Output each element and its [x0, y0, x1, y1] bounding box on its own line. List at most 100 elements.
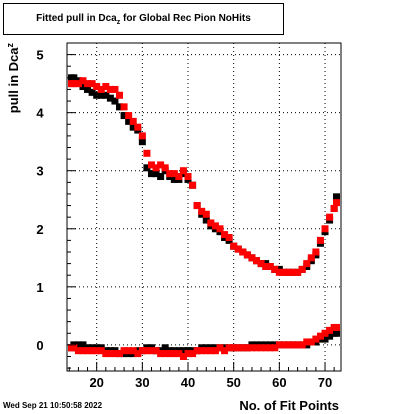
red-marker	[157, 350, 165, 358]
red-marker	[225, 344, 233, 352]
red-marker	[97, 347, 105, 355]
x-tick-label: 40	[181, 375, 195, 390]
black-marker	[179, 347, 187, 355]
red-marker	[93, 347, 101, 355]
red-marker	[198, 207, 206, 215]
black-marker	[120, 112, 128, 120]
red-marker	[253, 344, 261, 352]
red-marker	[93, 83, 101, 91]
red-marker	[184, 173, 192, 181]
red-marker	[262, 344, 270, 352]
red-marker	[175, 350, 183, 358]
black-marker	[333, 329, 340, 337]
red-marker	[225, 233, 233, 241]
black-marker	[202, 216, 210, 224]
red-marker	[170, 170, 178, 178]
red-marker	[193, 202, 201, 210]
red-marker	[326, 326, 334, 334]
red-marker	[170, 350, 178, 358]
red-marker	[129, 117, 137, 125]
red-marker	[202, 210, 210, 218]
black-marker	[125, 117, 133, 125]
red-marker	[106, 85, 114, 93]
red-marker	[307, 338, 315, 346]
red-marker	[79, 347, 87, 355]
red-marker	[243, 344, 251, 352]
red-marker	[175, 173, 183, 181]
red-marker	[257, 260, 265, 268]
y-tick-label: 4	[36, 106, 44, 121]
black-marker	[70, 74, 78, 82]
red-marker	[143, 149, 151, 157]
red-marker	[271, 265, 279, 273]
red-marker	[129, 347, 137, 355]
red-marker	[312, 335, 320, 343]
red-marker	[147, 347, 155, 355]
red-marker	[275, 341, 283, 349]
red-marker	[294, 341, 302, 349]
data-markers	[68, 74, 340, 360]
red-marker	[84, 80, 92, 88]
red-marker	[134, 350, 142, 358]
red-marker	[147, 161, 155, 169]
red-marker	[161, 164, 169, 172]
red-marker	[125, 112, 133, 120]
red-marker	[120, 347, 128, 355]
grid	[67, 43, 341, 371]
black-marker	[129, 123, 137, 131]
red-series	[68, 77, 340, 360]
red-marker	[230, 344, 238, 352]
red-marker	[211, 222, 219, 230]
red-marker	[198, 347, 206, 355]
red-marker	[230, 242, 238, 250]
red-marker	[298, 341, 306, 349]
black-marker	[74, 341, 82, 349]
red-marker	[120, 103, 128, 111]
timestamp: Wed Sep 21 10:50:58 2022	[3, 401, 103, 410]
y-tick-label: 1	[36, 280, 43, 295]
red-marker	[143, 347, 151, 355]
red-marker	[221, 347, 229, 355]
red-marker	[179, 352, 187, 360]
red-marker	[234, 344, 242, 352]
red-marker	[202, 347, 210, 355]
red-marker	[243, 251, 251, 259]
red-marker	[207, 219, 215, 227]
black-marker	[157, 173, 165, 181]
red-marker	[111, 350, 119, 358]
black-marker	[147, 170, 155, 178]
red-marker	[157, 161, 165, 169]
red-marker	[333, 199, 340, 207]
y-axis-title-main: pull in Dca	[6, 47, 21, 114]
red-marker	[289, 268, 297, 276]
red-marker	[161, 350, 169, 358]
y-tick-label: 2	[36, 222, 43, 237]
red-marker	[189, 350, 197, 358]
black-marker	[84, 85, 92, 93]
black-marker	[93, 91, 101, 99]
red-marker	[193, 347, 201, 355]
red-marker	[312, 248, 320, 256]
x-tick-label: 30	[135, 375, 149, 390]
x-tick-label: 70	[318, 375, 332, 390]
y-axis-title-sub: z	[5, 43, 15, 48]
red-marker	[239, 248, 247, 256]
red-marker	[189, 181, 197, 189]
red-marker	[303, 338, 311, 346]
red-marker	[184, 350, 192, 358]
black-marker	[88, 88, 96, 96]
black-marker	[326, 332, 334, 340]
red-marker	[275, 268, 283, 276]
black-marker	[79, 83, 87, 91]
red-marker	[280, 268, 288, 276]
red-marker	[248, 344, 256, 352]
x-axis-title: No. of Fit Points	[239, 398, 339, 413]
black-marker	[106, 94, 114, 102]
red-marker	[116, 91, 124, 99]
black-marker	[170, 175, 178, 183]
red-marker	[84, 347, 92, 355]
red-marker	[257, 344, 265, 352]
red-marker	[138, 132, 146, 140]
black-marker	[161, 344, 169, 352]
